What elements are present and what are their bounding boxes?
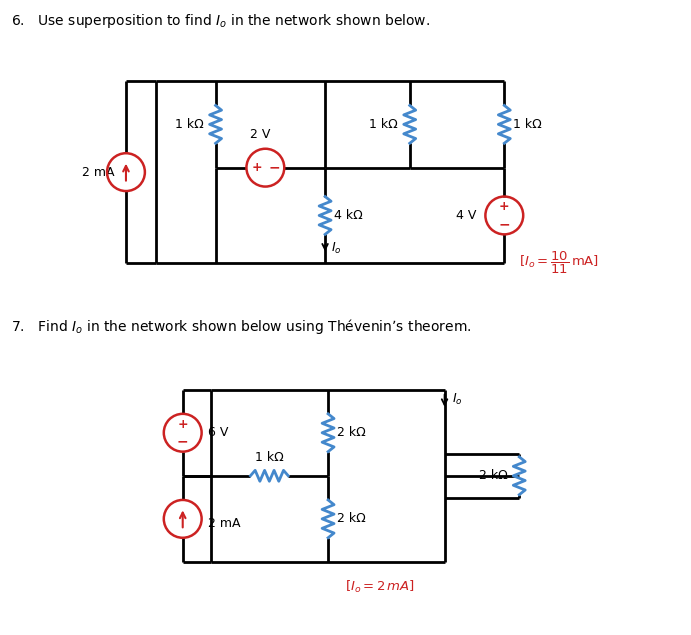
Text: +: + [252, 161, 262, 174]
Text: 2 mA: 2 mA [207, 518, 240, 530]
Text: 6.   Use superposition to find $I_o$ in the network shown below.: 6. Use superposition to find $I_o$ in th… [12, 12, 430, 30]
Text: $I_o$: $I_o$ [331, 241, 342, 256]
Text: $[I_o = 2\,mA]$: $[I_o = 2\,mA]$ [345, 578, 415, 595]
Text: 4 kΩ: 4 kΩ [334, 209, 363, 222]
Text: $I_o$: $I_o$ [451, 392, 462, 407]
Text: −: − [268, 161, 280, 175]
Text: 1 kΩ: 1 kΩ [255, 451, 284, 464]
Text: $[I_o = \dfrac{10}{11}\,\mathrm{mA}]$: $[I_o = \dfrac{10}{11}\,\mathrm{mA}]$ [519, 250, 599, 276]
Text: 1 kΩ: 1 kΩ [369, 118, 398, 131]
Text: 6 V: 6 V [207, 426, 228, 439]
Text: 2 kΩ: 2 kΩ [479, 469, 507, 483]
Text: +: + [499, 201, 510, 213]
Text: 2 kΩ: 2 kΩ [337, 512, 366, 525]
Text: 1 kΩ: 1 kΩ [513, 118, 542, 131]
Text: −: − [177, 434, 189, 448]
Text: −: − [498, 217, 510, 231]
Text: +: + [178, 418, 188, 431]
Text: 1 kΩ: 1 kΩ [175, 118, 204, 131]
Text: 2 V: 2 V [250, 128, 271, 141]
Text: 2 kΩ: 2 kΩ [337, 426, 366, 439]
Text: 2 mA: 2 mA [82, 166, 114, 178]
Text: 4 V: 4 V [456, 209, 476, 222]
Text: 7.   Find $I_o$ in the network shown below using Thévenin’s theorem.: 7. Find $I_o$ in the network shown below… [12, 318, 472, 337]
